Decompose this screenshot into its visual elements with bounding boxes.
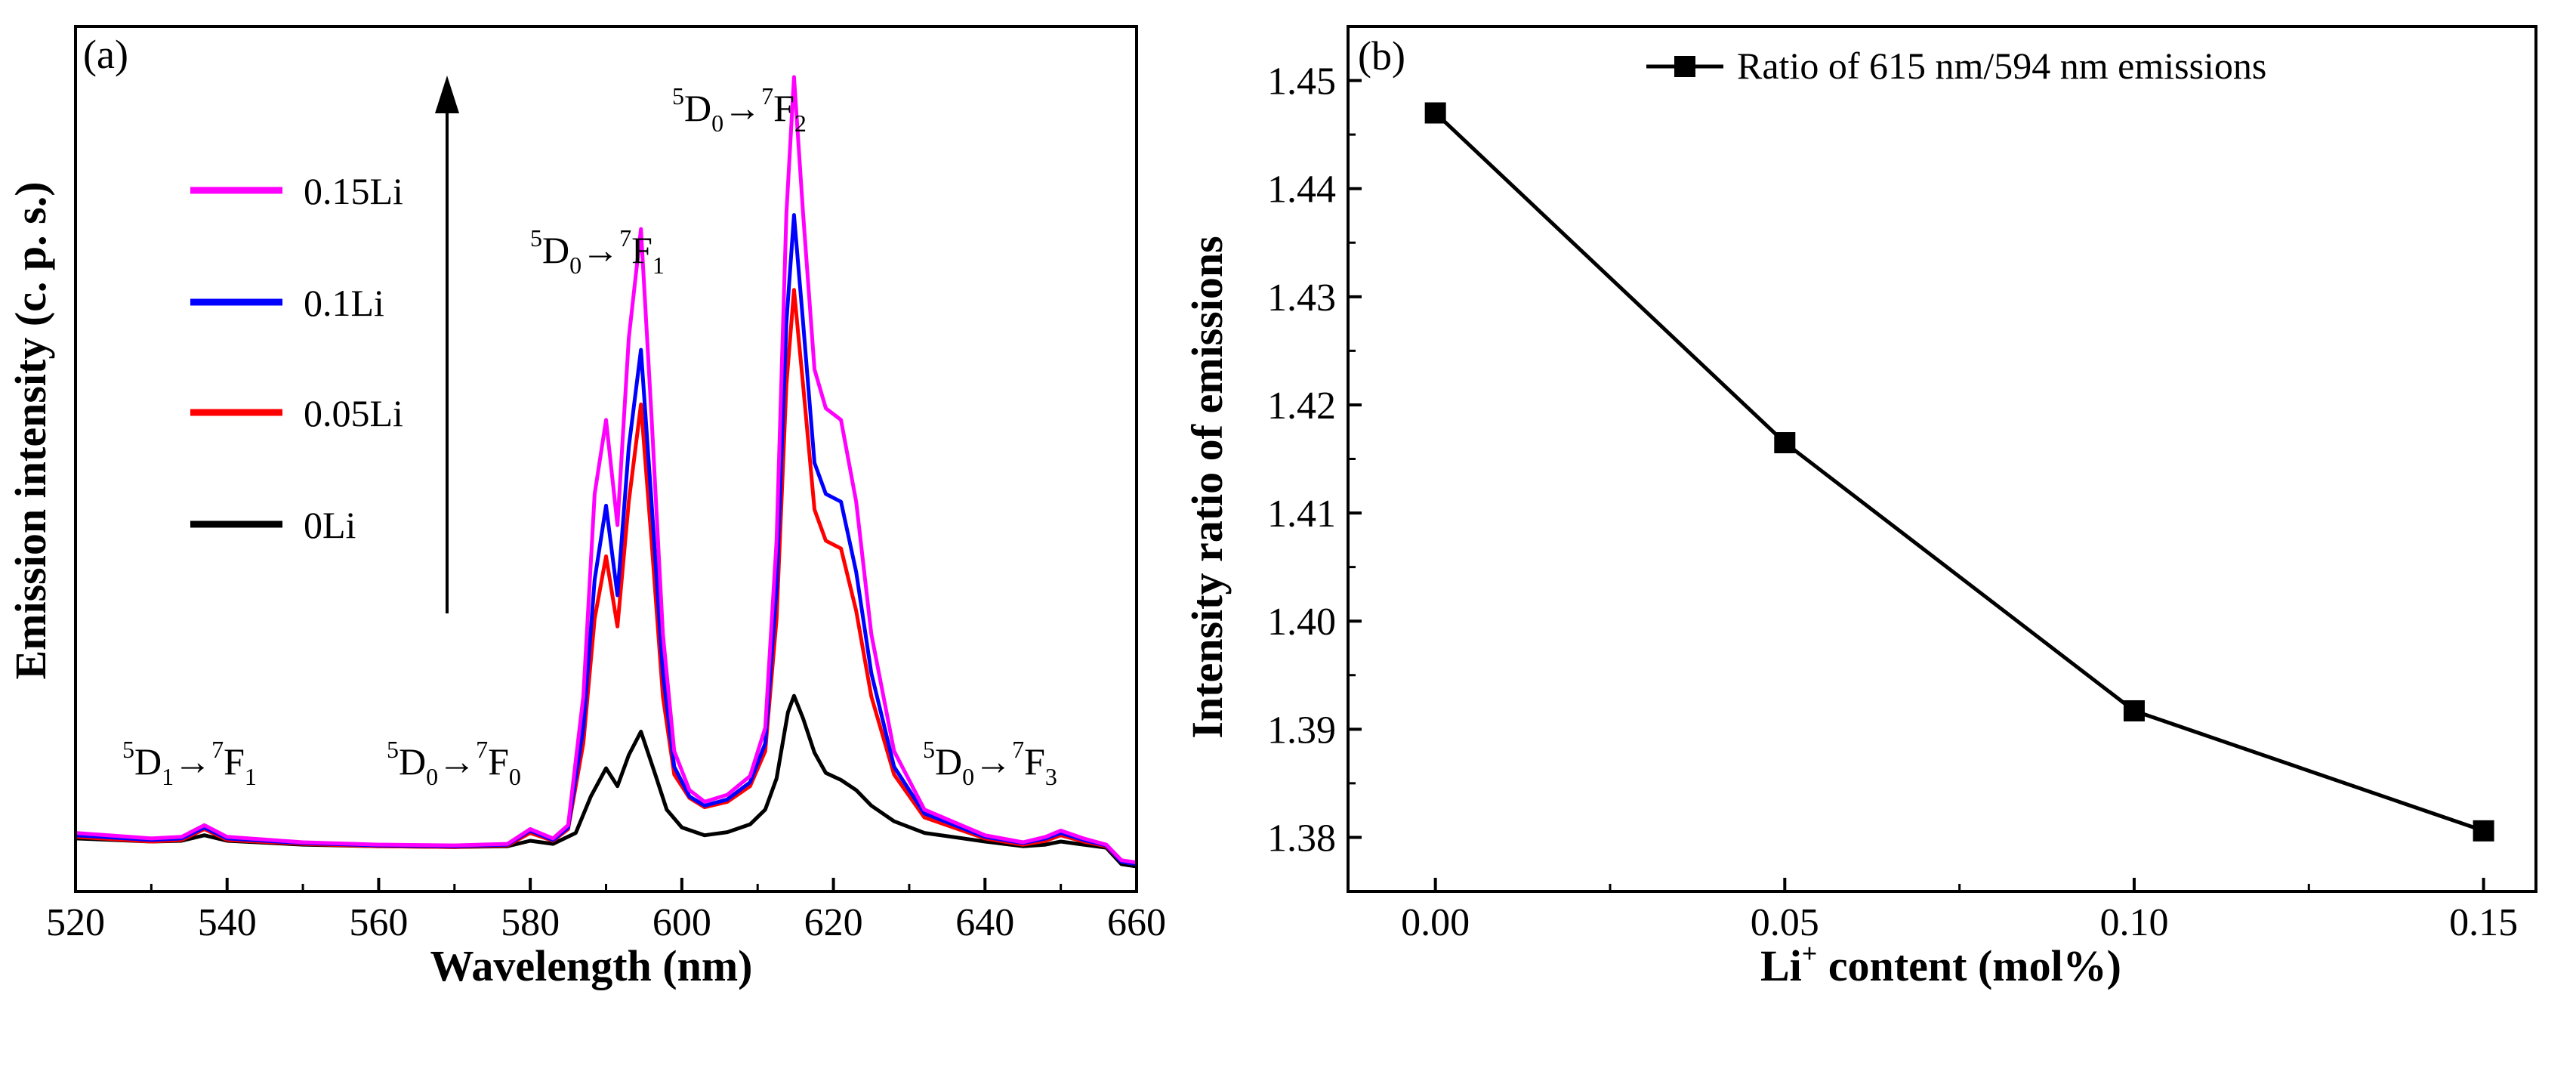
- y-tick-label: 1.45: [1267, 60, 1336, 103]
- panel-a-label: (a): [83, 32, 128, 77]
- y-tick-label: 1.38: [1267, 817, 1336, 860]
- panel-b-axes: 0.00 0.05 0.10 0.15 1.38 1.39 1.40 1.41 1.42 1.43…: [1267, 25, 2537, 944]
- legend-label-0.1Li: 0.1Li: [304, 282, 384, 324]
- y-tick-label: 1.39: [1267, 709, 1336, 752]
- annotation-5d0-7f0: 5D0→7F0: [387, 736, 521, 790]
- y-tick-label: 1.42: [1267, 385, 1336, 428]
- legend-marker-ratio: [1674, 56, 1695, 77]
- x-tick-label: 560: [349, 901, 408, 944]
- panel-b-legend: Ratio of 615 nm/594 nm emissions: [1646, 45, 2266, 87]
- x-tick-label: 640: [955, 901, 1014, 944]
- panel-a-axes: 520 540 560 580 600 620 640 660: [46, 25, 1166, 944]
- x-tick-label: 520: [46, 901, 105, 944]
- x-tick-label: 0.10: [2099, 901, 2168, 944]
- series-line-0.15Li: [75, 75, 1137, 865]
- annotation-5d0-7f2: 5D0→7F2: [672, 82, 807, 137]
- legend-label-0Li: 0Li: [304, 504, 356, 546]
- panel-a-legend: 0.15Li 0.1Li 0.05Li 0Li: [190, 170, 403, 546]
- panel-a: 520 540 560 580 600 620 640 660 (a) 0.15Li 0.1L…: [6, 25, 1166, 990]
- x-tick-label: 620: [804, 901, 863, 944]
- panel-b-x-axis-title: Li+ content (mol%): [1760, 938, 2121, 990]
- data-point-2: [2123, 700, 2145, 721]
- series-line-ratio: [1433, 111, 2485, 833]
- x-tick-label: 0.05: [1751, 901, 1819, 944]
- panel-b-series: [1424, 102, 2494, 842]
- x-tick-label: 660: [1107, 901, 1166, 944]
- y-tick-label: 1.43: [1267, 276, 1336, 320]
- panel-a-y-axis-title: Emission intensity (c. p. s.): [6, 181, 55, 679]
- legend-label-ratio: Ratio of 615 nm/594 nm emissions: [1737, 45, 2266, 87]
- x-tick-label: 580: [501, 901, 560, 944]
- y-tick-label: 1.40: [1267, 601, 1336, 644]
- x-tick-label: 0.00: [1401, 901, 1470, 944]
- panel-b-y-axis-title: Intensity ratio of emissions: [1183, 236, 1232, 738]
- panel-b: 0.00 0.05 0.10 0.15 1.38 1.39 1.40 1.41 1.42 1.43…: [1183, 25, 2537, 990]
- panel-b-label: (b): [1358, 33, 1405, 79]
- x-tick-label: 540: [198, 901, 257, 944]
- panel-a-x-axis-title: Wavelength (nm): [430, 941, 753, 990]
- data-point-3: [2473, 820, 2494, 842]
- annotation-5d0-7f3: 5D0→7F3: [923, 736, 1057, 790]
- panel-a-series: [75, 75, 1137, 869]
- annotation-5d0-7f1: 5D0→7F1: [530, 224, 665, 279]
- data-point-1: [1774, 432, 1796, 454]
- legend-label-0.05Li: 0.05Li: [304, 392, 403, 434]
- panel-a-increase-arrow: [435, 76, 459, 613]
- data-point-0: [1424, 102, 1446, 124]
- y-tick-label: 1.41: [1267, 493, 1336, 536]
- annotation-5d1-7f1: 5D1→7F1: [122, 736, 257, 790]
- y-tick-label: 1.44: [1267, 168, 1336, 212]
- legend-label-0.15Li: 0.15Li: [304, 170, 403, 212]
- x-tick-label: 0.15: [2449, 901, 2518, 944]
- x-tick-label: 600: [652, 901, 711, 944]
